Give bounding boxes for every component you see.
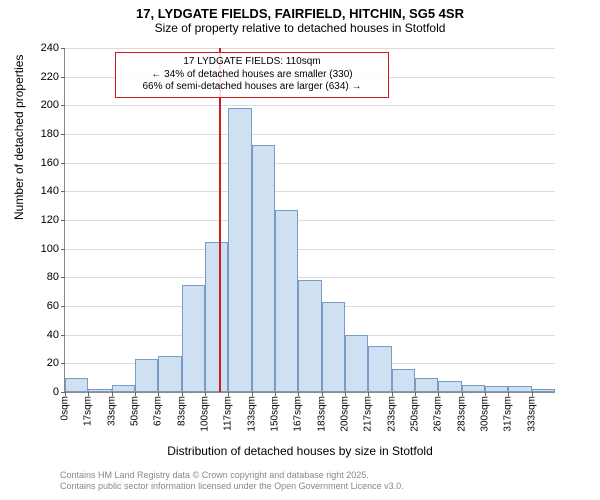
xtick-label: 0sqm — [60, 396, 71, 420]
ytick-label: 160 — [41, 157, 59, 169]
gridline-h — [65, 220, 555, 221]
xtick-label: 150sqm — [270, 396, 281, 432]
gridline-h — [65, 392, 555, 393]
histogram-bar — [368, 346, 391, 392]
histogram-bar — [415, 378, 438, 392]
gridline-h — [65, 48, 555, 49]
histogram-bar — [252, 145, 275, 392]
callout-line3: 66% of semi-detached houses are larger (… — [122, 81, 382, 94]
chart-container: 17, LYDGATE FIELDS, FAIRFIELD, HITCHIN, … — [0, 0, 600, 500]
histogram-bar — [462, 385, 485, 392]
xtick-label: 33sqm — [106, 396, 117, 426]
callout-line2: ← 34% of detached houses are smaller (33… — [122, 69, 382, 82]
attribution-footer: Contains HM Land Registry data © Crown c… — [60, 470, 404, 492]
histogram-bar — [322, 302, 345, 392]
ytick-label: 100 — [41, 243, 59, 255]
histogram-bar — [485, 386, 508, 392]
histogram-bar — [508, 386, 531, 392]
histogram-bar — [205, 242, 228, 393]
ytick-mark — [61, 277, 65, 278]
ytick-mark — [61, 191, 65, 192]
chart-title-line2: Size of property relative to detached ho… — [0, 21, 600, 35]
xtick-label: 50sqm — [130, 396, 141, 426]
ytick-label: 220 — [41, 71, 59, 83]
xtick-label: 117sqm — [223, 396, 234, 431]
ytick-label: 140 — [41, 185, 59, 197]
gridline-h — [65, 163, 555, 164]
highlight-line — [219, 48, 221, 392]
ytick-label: 40 — [47, 329, 59, 341]
gridline-h — [65, 249, 555, 250]
histogram-bar — [65, 378, 88, 392]
ytick-mark — [61, 77, 65, 78]
xtick-label: 283sqm — [456, 396, 467, 432]
title-block: 17, LYDGATE FIELDS, FAIRFIELD, HITCHIN, … — [0, 0, 600, 35]
xtick-label: 67sqm — [153, 396, 164, 426]
ytick-label: 80 — [47, 271, 59, 283]
histogram-bar — [438, 381, 461, 392]
y-axis-label: Number of detached properties — [12, 55, 26, 220]
xtick-label: 217sqm — [363, 396, 374, 432]
ytick-label: 180 — [41, 128, 59, 140]
histogram-bar — [392, 369, 415, 392]
gridline-h — [65, 105, 555, 106]
histogram-bar — [228, 108, 251, 392]
histogram-bar — [112, 385, 135, 392]
chart-title-line1: 17, LYDGATE FIELDS, FAIRFIELD, HITCHIN, … — [0, 6, 600, 21]
histogram-bar — [158, 356, 181, 392]
ytick-mark — [61, 48, 65, 49]
callout-box: 17 LYDGATE FIELDS: 110sqm ← 34% of detac… — [115, 52, 389, 98]
ytick-mark — [61, 335, 65, 336]
histogram-bar — [135, 359, 158, 392]
gridline-h — [65, 134, 555, 135]
footer-line2: Contains public sector information licen… — [60, 481, 404, 492]
histogram-bar — [88, 389, 111, 392]
ytick-mark — [61, 220, 65, 221]
ytick-label: 240 — [41, 42, 59, 54]
xtick-label: 167sqm — [293, 396, 304, 432]
xtick-label: 317sqm — [503, 396, 514, 432]
histogram-bar — [532, 389, 555, 392]
gridline-h — [65, 277, 555, 278]
ytick-mark — [61, 249, 65, 250]
footer-line1: Contains HM Land Registry data © Crown c… — [60, 470, 404, 481]
xtick-label: 267sqm — [433, 396, 444, 432]
gridline-h — [65, 191, 555, 192]
plot-area: 17 LYDGATE FIELDS: 110sqm ← 34% of detac… — [64, 48, 555, 393]
xtick-label: 17sqm — [83, 396, 94, 426]
ytick-mark — [61, 363, 65, 364]
xtick-label: 333sqm — [526, 396, 537, 432]
xtick-label: 250sqm — [410, 396, 421, 432]
ytick-label: 20 — [47, 357, 59, 369]
xtick-label: 200sqm — [340, 396, 351, 432]
ytick-label: 0 — [53, 386, 59, 398]
ytick-label: 60 — [47, 300, 59, 312]
xtick-label: 233sqm — [386, 396, 397, 432]
callout-line1: 17 LYDGATE FIELDS: 110sqm — [122, 56, 382, 69]
xtick-label: 300sqm — [480, 396, 491, 432]
xtick-label: 133sqm — [246, 396, 257, 432]
xtick-label: 83sqm — [176, 396, 187, 426]
xtick-label: 183sqm — [316, 396, 327, 432]
ytick-mark — [61, 306, 65, 307]
ytick-mark — [61, 163, 65, 164]
ytick-label: 200 — [41, 99, 59, 111]
ytick-label: 120 — [41, 214, 59, 226]
ytick-mark — [61, 105, 65, 106]
ytick-mark — [61, 134, 65, 135]
histogram-bar — [182, 285, 205, 393]
histogram-bar — [298, 280, 321, 392]
xtick-label: 100sqm — [200, 396, 211, 432]
histogram-bar — [275, 210, 298, 392]
x-axis-label: Distribution of detached houses by size … — [0, 444, 600, 458]
histogram-bar — [345, 335, 368, 392]
